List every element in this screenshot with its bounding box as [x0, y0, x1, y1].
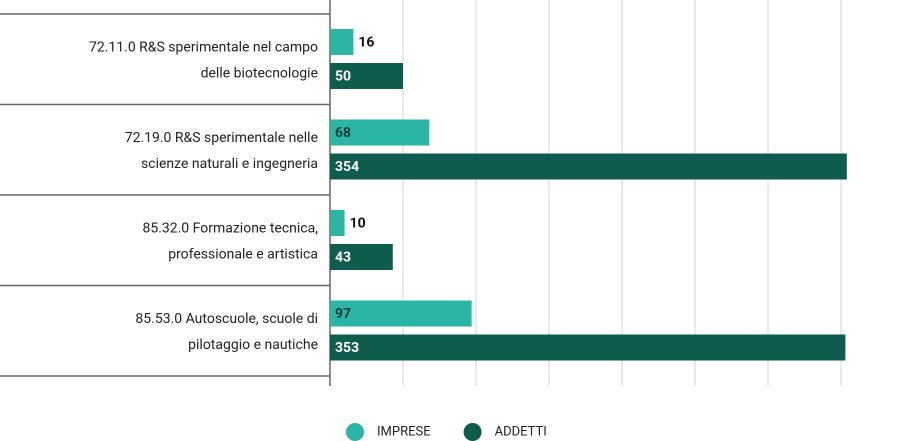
- legend-swatch: [463, 423, 482, 441]
- category-label: delle biotecnologie: [201, 66, 318, 82]
- value-label: 354: [335, 159, 359, 175]
- bar: [330, 153, 847, 180]
- bar: [330, 210, 345, 236]
- value-label: 10: [350, 216, 366, 232]
- legend-label: ADDETTI: [495, 424, 547, 439]
- bar: [330, 334, 846, 361]
- category-label: 72.19.0 R&S sperimentale nelle: [125, 130, 318, 146]
- bar: [330, 300, 472, 327]
- bar: [330, 119, 430, 146]
- category-label: professionale e artistica: [168, 247, 318, 263]
- value-label: 16: [358, 35, 374, 51]
- value-label: 50: [335, 69, 351, 85]
- value-label: 97: [335, 306, 351, 322]
- category-label: pilotaggio e nautiche: [188, 337, 318, 353]
- value-label: 43: [335, 250, 351, 266]
- legend-swatch: [346, 423, 364, 441]
- category-label: 85.32.0 Formazione tecnica,: [142, 221, 318, 237]
- bar: [330, 244, 393, 270]
- category-label: 85.53.0 Autoscuole, scuole di: [135, 311, 318, 327]
- bar: [330, 29, 354, 55]
- value-label: 353: [335, 340, 359, 356]
- value-label: 68: [335, 125, 351, 141]
- legend-label: IMPRESE: [377, 424, 431, 439]
- category-label: 72.11.0 R&S sperimentale nel campo: [89, 40, 318, 56]
- bar: [330, 63, 403, 89]
- category-label: scienze naturali e ingegneria: [141, 156, 318, 172]
